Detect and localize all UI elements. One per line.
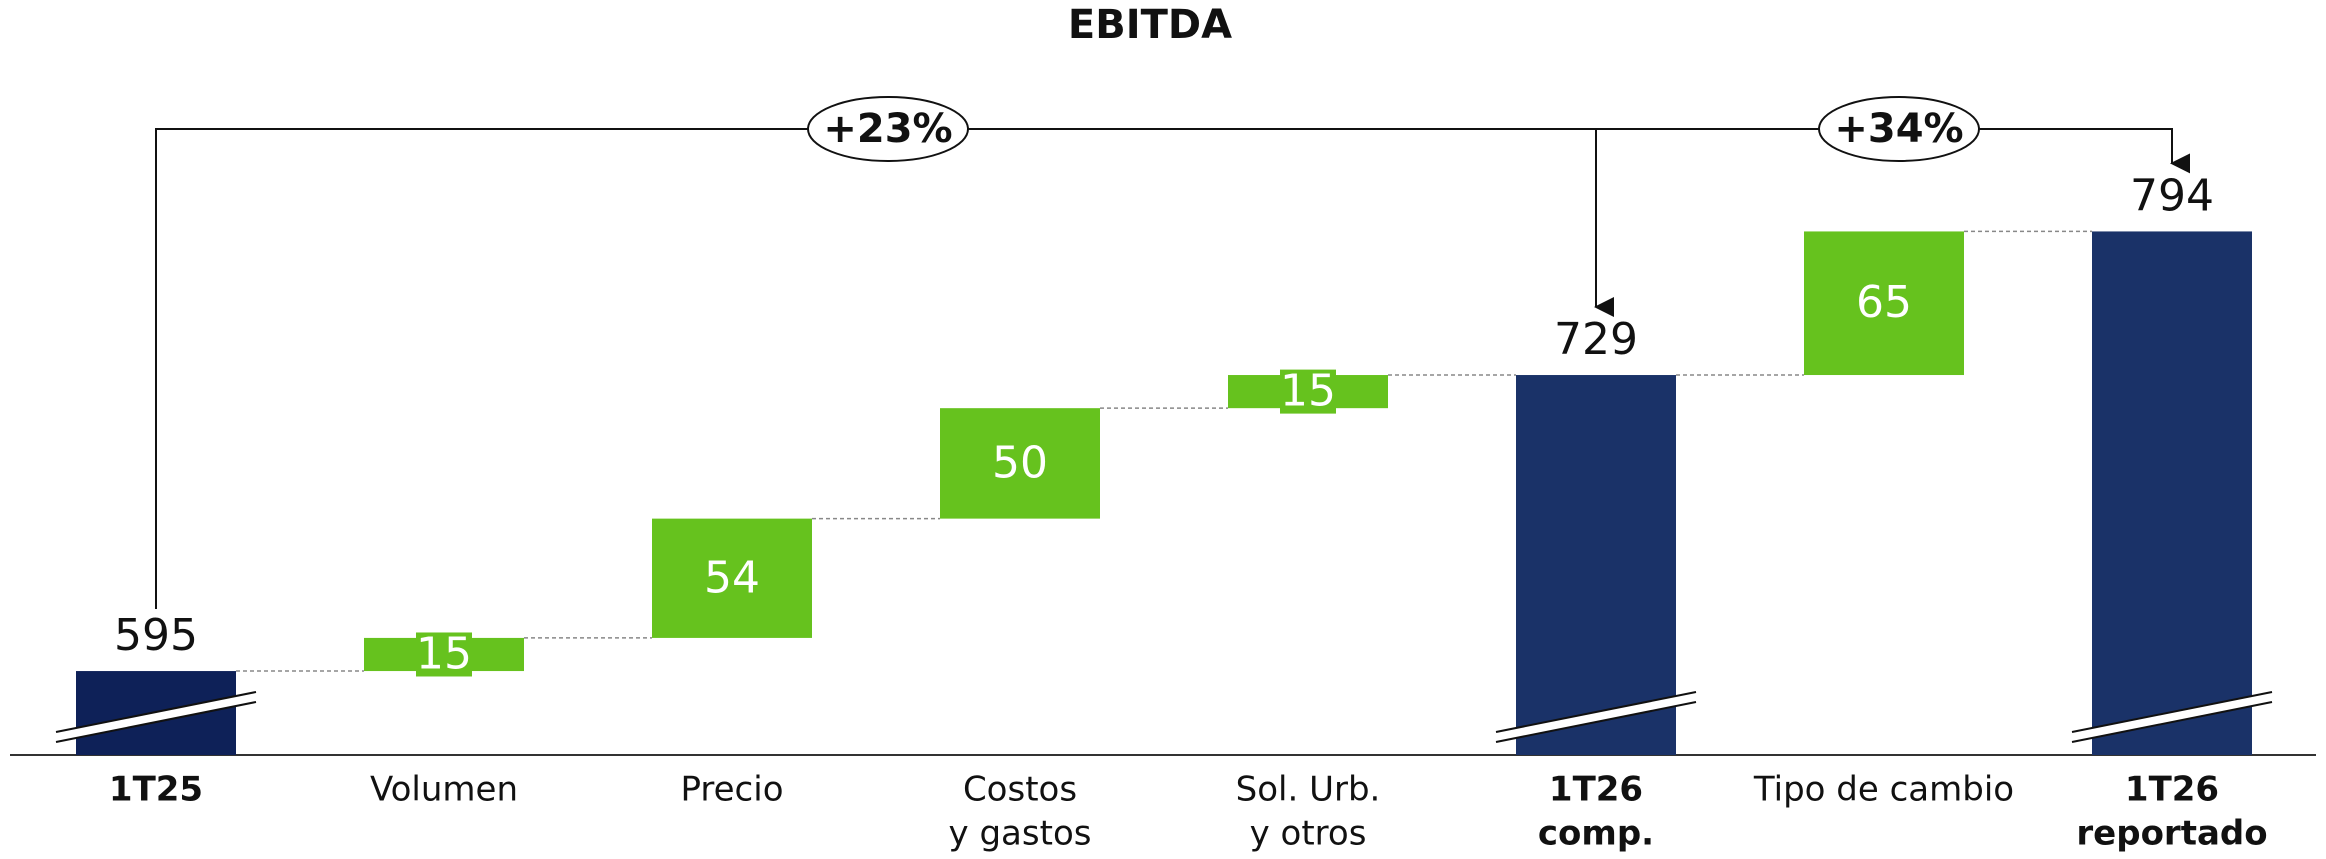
value-label: 729 [1554, 314, 1638, 365]
value-label: 15 [1280, 366, 1336, 417]
value-label-box [1280, 369, 1336, 414]
x-tick-label: 1T26 [2125, 770, 2219, 810]
bar [1516, 375, 1676, 755]
x-tick-label: y otros [1250, 814, 1367, 854]
bar [2092, 231, 2252, 755]
annotation: +23% [823, 106, 952, 152]
axis-break [2071, 692, 2273, 742]
x-tick-label: Volumen [370, 770, 518, 810]
annotation-bubble [1818, 96, 1980, 162]
bracket [155, 128, 2190, 610]
x-tick-label: 1T25 [109, 770, 203, 810]
bar [940, 408, 1100, 519]
x-tick-label: comp. [1538, 814, 1654, 854]
axis-break [1495, 691, 1697, 733]
value-label: 54 [704, 552, 760, 603]
value-label: 15 [416, 628, 472, 679]
axis-break [55, 691, 257, 733]
bar [652, 518, 812, 638]
value-label: 794 [2130, 170, 2214, 221]
x-tick-label: Precio [681, 770, 784, 810]
value-label-box [416, 632, 472, 677]
axis-break [1495, 692, 1697, 742]
x-tick-label: y gastos [949, 814, 1092, 854]
bar [1804, 231, 1964, 376]
x-tick-label: reportado [2076, 814, 2267, 854]
axis-break [1495, 701, 1697, 743]
x-tick-label: Tipo de cambio [1753, 770, 2014, 810]
axis-break [2071, 701, 2273, 743]
axis-break [55, 701, 257, 743]
value-label: 595 [114, 610, 198, 661]
annotation-bubble [807, 96, 969, 162]
value-label: 65 [1856, 277, 1912, 328]
value-label: 50 [992, 437, 1048, 488]
axis-break [55, 692, 257, 742]
chart-title: EBITDA [1068, 2, 1232, 48]
annotation: +34% [1834, 106, 1963, 152]
axis-break [2071, 691, 2273, 733]
x-tick-label: Sol. Urb. [1236, 770, 1381, 810]
x-tick-label: 1T26 [1549, 770, 1643, 810]
x-tick-label: Costos [963, 770, 1077, 810]
